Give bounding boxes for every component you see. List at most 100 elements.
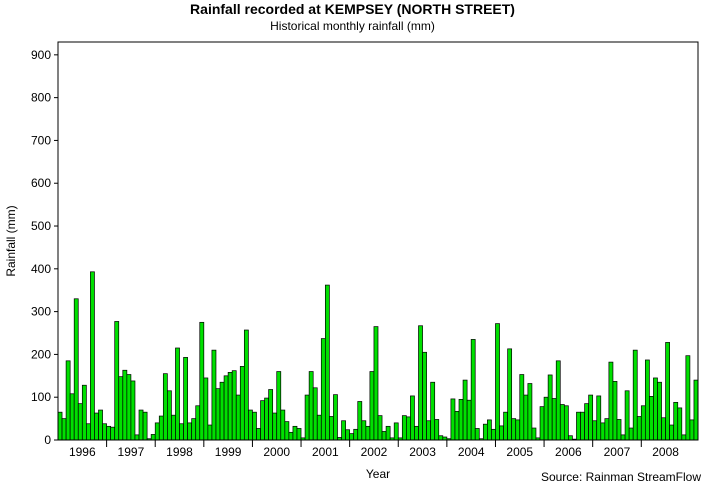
rainfall-bar	[73, 298, 79, 441]
rainfall-bar	[381, 431, 387, 441]
rainfall-bar	[280, 409, 286, 441]
rainfall-bar	[276, 371, 282, 441]
rainfall-bar	[195, 405, 201, 441]
rainfall-bar	[624, 390, 630, 441]
rainfall-bar	[203, 377, 209, 441]
rainfall-bar	[150, 434, 156, 441]
rainfall-bar	[466, 399, 472, 441]
rainfall-bar	[171, 414, 176, 441]
rainfall-bar	[640, 405, 646, 441]
rainfall-bar	[665, 342, 670, 441]
rainfall-bar	[118, 376, 124, 441]
rainfall-bar	[349, 433, 355, 441]
rainfall-bar	[503, 411, 508, 441]
x-tick-label: 1998	[166, 445, 193, 459]
rainfall-bar	[61, 418, 67, 441]
rainfall-bar	[353, 428, 359, 441]
rainfall-bar	[418, 325, 423, 441]
x-tick-label: 2003	[409, 445, 436, 459]
bars-layer	[57, 271, 699, 441]
x-tick-label: 2004	[458, 445, 485, 459]
y-tick-label: 800	[31, 91, 51, 105]
rainfall-bar	[588, 394, 594, 441]
rainfall-bar	[689, 419, 695, 441]
rainfall-bar	[499, 425, 504, 441]
rainfall-bar	[474, 428, 480, 441]
rainfall-bar	[272, 412, 278, 441]
rainfall-bar	[693, 379, 699, 441]
y-tick-label: 600	[31, 176, 51, 190]
rainfall-bar	[333, 394, 338, 441]
rainfall-bar	[410, 395, 415, 441]
rainfall-bar	[523, 394, 529, 441]
rainfall-bar	[110, 426, 116, 441]
rainfall-bar	[458, 398, 464, 441]
rainfall-bar	[345, 429, 350, 441]
rainfall-bar	[138, 409, 144, 441]
rainfall-bar	[231, 370, 237, 441]
rainfall-bar	[162, 373, 168, 441]
rainfall-bar	[288, 431, 294, 441]
rainfall-bar	[568, 435, 573, 441]
y-tick-label: 200	[31, 347, 51, 361]
rainfall-bar	[235, 394, 241, 441]
rainfall-bar	[81, 384, 87, 441]
rainfall-bar	[256, 428, 261, 441]
rainfall-bar	[608, 361, 614, 441]
rainfall-bar	[434, 419, 440, 441]
rainfall-bar	[491, 428, 496, 441]
rainfall-bar	[414, 425, 419, 441]
rainfall-bar	[620, 434, 626, 441]
y-axis: 0 100 200 300 400 500 600 700 800 900	[31, 48, 58, 447]
rainfall-bar	[90, 271, 95, 441]
rainfall-bar	[669, 424, 675, 441]
rainfall-bar	[377, 415, 383, 441]
x-tick-label: 2001	[312, 445, 339, 459]
rainfall-bar	[547, 374, 553, 441]
rainfall-bar	[616, 419, 622, 441]
x-tick-label: 2007	[604, 445, 631, 459]
y-tick-label: 400	[31, 262, 51, 276]
rainfall-bar	[211, 349, 217, 441]
rainfall-bar	[393, 422, 399, 441]
rainfall-bar	[142, 411, 148, 441]
rainfall-bar	[191, 418, 197, 441]
rainfall-bar	[102, 423, 107, 441]
rainfall-bar	[373, 326, 379, 441]
rainfall-bar	[487, 419, 492, 441]
rainfall-bar	[65, 360, 71, 441]
rainfall-bar	[167, 390, 172, 441]
rainfall-bar	[98, 409, 103, 441]
rainfall-bar	[252, 411, 257, 441]
rainfall-bar	[515, 419, 521, 441]
y-tick-label: 500	[31, 219, 51, 233]
rainfall-bar	[341, 420, 346, 441]
rainfall-bar	[539, 406, 545, 441]
rainfall-bar	[357, 401, 363, 441]
rainfall-bar	[543, 396, 549, 441]
rainfall-bar	[106, 425, 112, 441]
rainfall-bar	[158, 415, 164, 441]
x-tick-label: 2005	[506, 445, 533, 459]
rainfall-bar	[183, 357, 188, 441]
x-tick-label: 1999	[215, 445, 242, 459]
rainfall-bar	[673, 401, 679, 441]
rainfall-bar	[596, 395, 602, 441]
rainfall-bar	[653, 377, 658, 441]
rainfall-bar	[215, 388, 221, 441]
rainfall-bar	[179, 423, 184, 441]
rainfall-bar	[531, 427, 537, 441]
rainfall-bar	[94, 412, 99, 441]
rainfall-bar	[134, 434, 140, 441]
y-tick-label: 300	[31, 305, 51, 319]
rainfall-bar	[320, 338, 326, 441]
x-axis: 1996 1997 1998 1999 2000 2001 2002 2003 2004 2005…	[69, 440, 679, 459]
rainfall-bar	[559, 404, 565, 441]
chart-title: Rainfall recorded at KEMPSEY (NORTH STRE…	[190, 1, 515, 17]
rainfall-bar	[519, 374, 525, 441]
rainfall-bar	[316, 414, 322, 441]
rainfall-bar	[584, 403, 589, 441]
rainfall-bar	[264, 397, 269, 441]
rainfall-bar	[511, 418, 517, 441]
rainfall-bar	[199, 321, 205, 441]
